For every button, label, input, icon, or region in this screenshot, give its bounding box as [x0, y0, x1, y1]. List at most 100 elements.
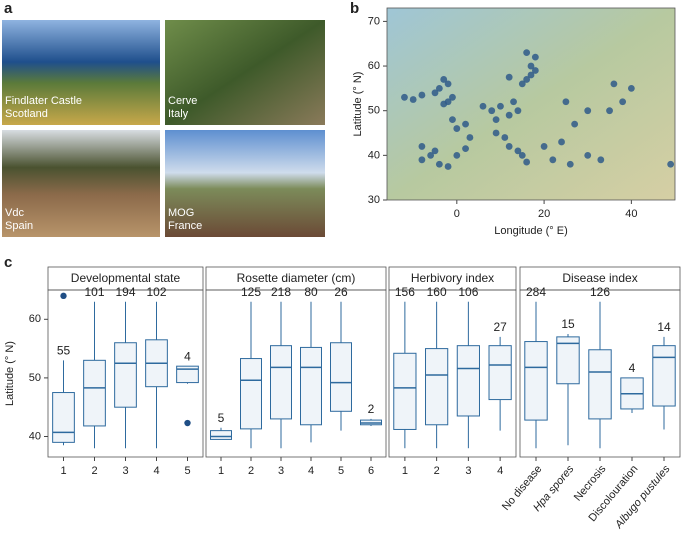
count-label: 156	[395, 285, 415, 299]
site-point	[531, 53, 539, 61]
photo	[2, 20, 160, 125]
site-point	[440, 100, 448, 108]
y-tick-label: 40	[368, 149, 380, 161]
count-label: 2	[368, 402, 375, 416]
site-point	[505, 73, 513, 81]
site-point	[619, 98, 627, 106]
site-point	[606, 107, 613, 115]
y-tick-label: 70	[368, 15, 380, 27]
count-label: 106	[458, 285, 478, 299]
site-point	[505, 143, 513, 150]
y-tick-label: 60	[29, 313, 41, 325]
photo-caption: Spain	[5, 220, 33, 232]
outlier	[184, 419, 191, 427]
y-tick-label: 60	[368, 60, 380, 72]
site-point	[597, 156, 605, 164]
outlier	[60, 292, 67, 300]
photo	[2, 130, 160, 237]
site-point	[527, 62, 535, 70]
panel-frame	[388, 289, 517, 458]
site-point	[518, 80, 526, 88]
site-point	[409, 96, 417, 103]
site-point	[497, 102, 504, 110]
photo	[165, 20, 325, 125]
box	[524, 341, 548, 421]
photo-caption: Findlater Castle	[5, 95, 82, 107]
box	[176, 365, 199, 384]
count-label: 26	[334, 285, 348, 299]
panel-title: Developmental state	[71, 271, 181, 285]
photo-caption: Scotland	[5, 108, 48, 120]
box	[114, 342, 137, 408]
site-point	[431, 147, 439, 155]
count-label: 160	[427, 285, 447, 299]
site-point	[514, 107, 522, 115]
x-tick-label: 3	[465, 465, 471, 477]
count-label: 80	[304, 285, 318, 299]
site-point	[435, 84, 443, 92]
count-label: 194	[115, 285, 135, 299]
x-tick-label: 2	[248, 465, 254, 477]
count-label: 4	[629, 361, 636, 375]
panel-frame	[205, 289, 387, 458]
count-label: 55	[57, 343, 71, 357]
x-tick-label: 0	[454, 208, 460, 220]
site-point	[435, 160, 443, 168]
y-axis-label: Latitude (° N)	[352, 72, 364, 137]
x-tick-label: 3	[278, 465, 284, 477]
site-point	[453, 151, 461, 159]
site-point	[488, 107, 496, 115]
photo-caption: France	[168, 220, 202, 232]
x-tick-label: 4	[153, 465, 159, 477]
site-point	[401, 93, 408, 101]
site-point	[523, 76, 531, 83]
x-tick-label: 2	[434, 465, 440, 477]
site-point	[571, 120, 579, 128]
x-tick-label: 1	[402, 465, 408, 477]
site-point	[492, 129, 500, 137]
count-label: 102	[146, 285, 166, 299]
site-point	[462, 120, 469, 128]
x-tick-label: 5	[338, 465, 344, 477]
count-label: 5	[218, 411, 225, 425]
site-point	[431, 89, 439, 97]
x-tick-label: 2	[91, 465, 97, 477]
site-point	[449, 93, 456, 101]
site-point	[444, 163, 452, 170]
site-point	[558, 138, 565, 146]
site-point	[418, 143, 426, 150]
map-frame	[386, 7, 676, 201]
site-point	[492, 116, 500, 124]
site-point	[444, 80, 452, 88]
count-label: 101	[84, 285, 104, 299]
site-point	[540, 143, 548, 150]
count-label: 15	[561, 317, 575, 331]
box	[240, 358, 262, 430]
box	[52, 392, 75, 443]
site-point	[418, 156, 426, 164]
y-tick-label: 50	[368, 105, 380, 117]
panel-title: Rosette diameter (cm)	[237, 271, 356, 285]
map-background	[387, 8, 675, 200]
photo-caption: Italy	[168, 108, 189, 120]
count-label: 218	[271, 285, 291, 299]
count-label: 125	[241, 285, 261, 299]
y-tick-label: 50	[29, 372, 41, 384]
count-label: 4	[184, 349, 191, 363]
box	[425, 348, 449, 426]
x-tick-label: 1	[60, 465, 66, 477]
site-point	[667, 160, 675, 168]
site-point	[523, 158, 531, 166]
box	[210, 430, 232, 440]
site-point	[449, 116, 456, 124]
site-point	[562, 98, 570, 106]
count-label: 27	[493, 320, 507, 334]
x-tick-label: Albugo pustules	[612, 463, 672, 532]
site-point	[523, 49, 531, 57]
site-point	[531, 67, 539, 74]
x-tick-label: 3	[122, 465, 128, 477]
y-tick-label: 40	[29, 430, 41, 442]
site-point	[549, 156, 557, 164]
site-point	[418, 91, 426, 99]
count-label: 284	[526, 285, 546, 299]
